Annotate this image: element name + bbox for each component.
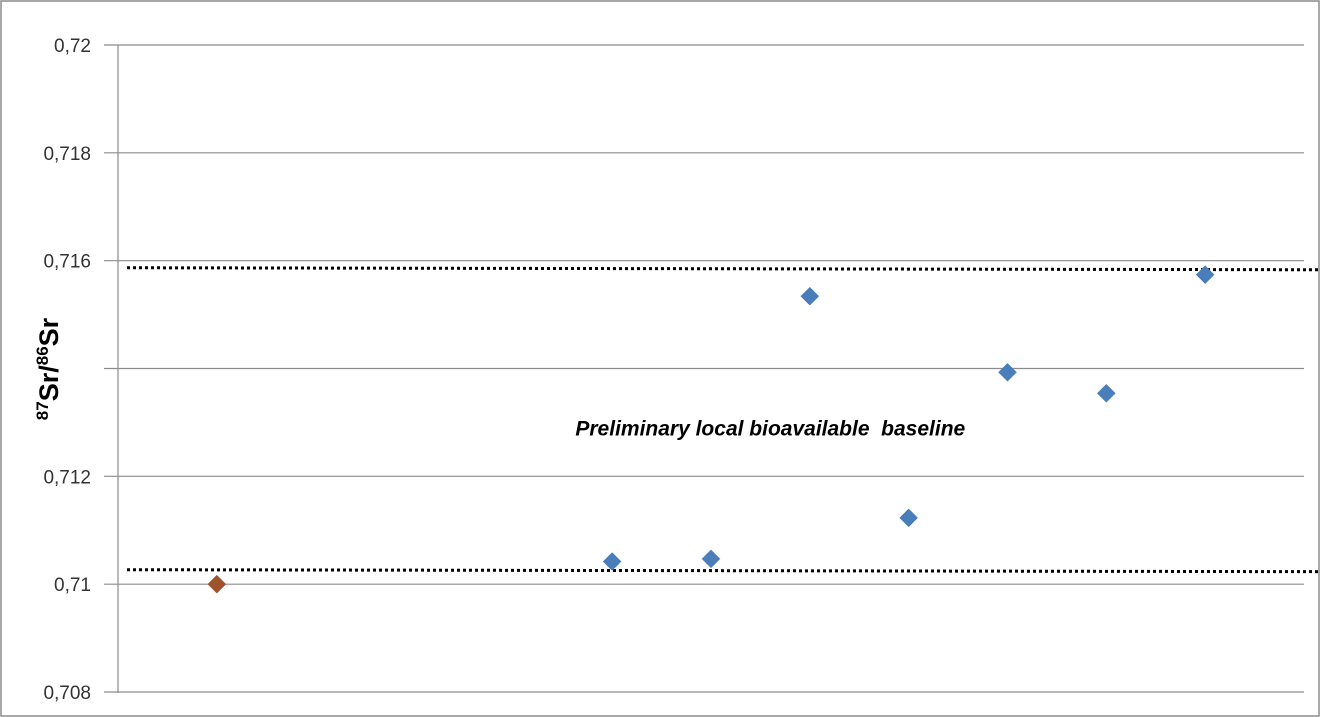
y-axis-label-sup2: 86 — [33, 346, 52, 365]
reference-line — [126, 568, 1319, 574]
annotation-text: Preliminary local bioavailable baseline — [575, 417, 965, 440]
data-points — [207, 265, 1215, 594]
y-axis-label-base2: Sr — [34, 317, 64, 346]
y-axis-label-base1: Sr/ — [34, 365, 64, 402]
data-point — [998, 362, 1017, 382]
y-tick-label: 0,712 — [43, 467, 91, 488]
gridlines — [104, 44, 1304, 693]
reference-line — [126, 266, 1319, 272]
y-tick-label: 0,716 — [43, 252, 91, 273]
data-point — [899, 508, 919, 528]
y-axis-label-sup1: 87 — [33, 401, 52, 420]
y-tick-label: 0,708 — [43, 683, 91, 704]
y-axis-label: 87Sr/86Sr — [33, 317, 64, 420]
data-point — [800, 286, 820, 306]
data-point — [602, 552, 622, 571]
reference-lines — [126, 266, 1319, 574]
y-tick-label: 0,71 — [54, 575, 91, 596]
data-point — [207, 574, 227, 594]
data-point — [701, 549, 721, 569]
y-tick-label: 0,72 — [54, 36, 91, 57]
y-tick-label: 0,718 — [43, 144, 91, 165]
data-point — [1195, 265, 1215, 285]
y-tick-labels: 0,708 0,71 0,712 0,716 0,718 0,72 — [43, 36, 91, 704]
data-point — [1096, 383, 1116, 403]
